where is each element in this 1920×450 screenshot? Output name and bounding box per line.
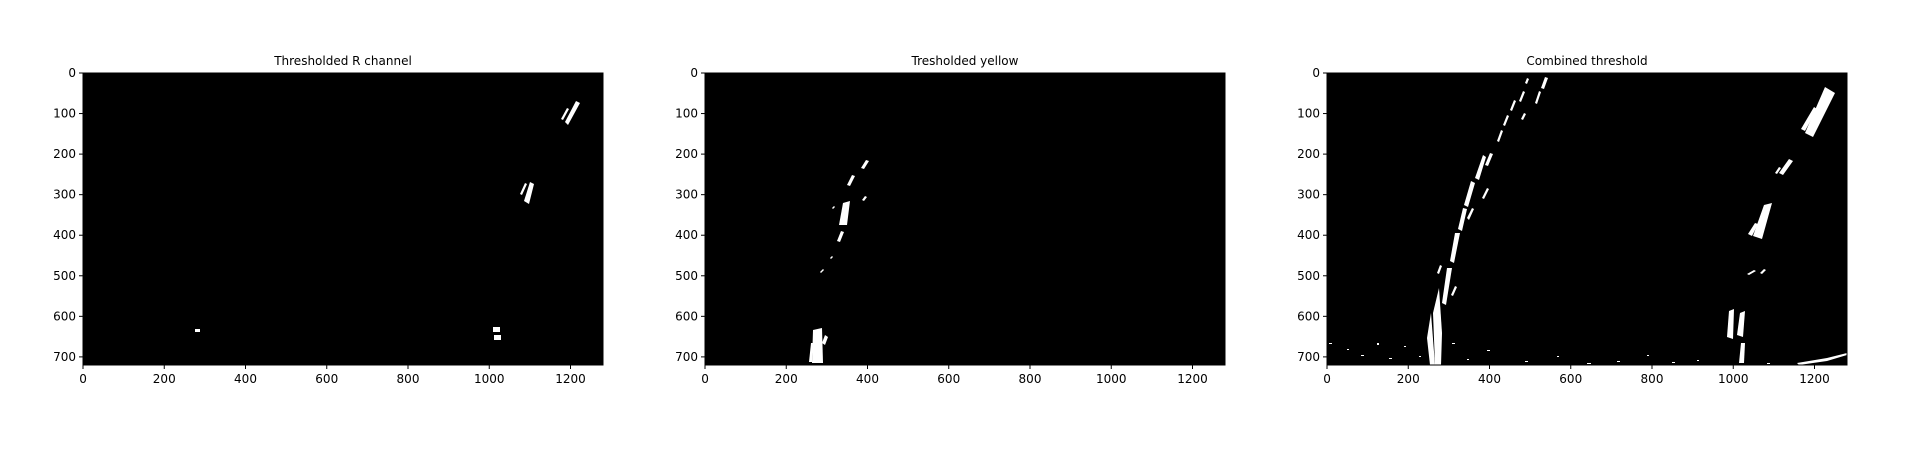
x-tick-label: 800 xyxy=(1019,372,1042,386)
mask-blob xyxy=(1767,363,1770,364)
y-tick-label: 100 xyxy=(675,107,698,121)
x-tick-label: 1200 xyxy=(555,372,586,386)
x-tick-label: 600 xyxy=(1559,372,1582,386)
panel-title: Thresholded R channel xyxy=(273,54,412,68)
x-tick-label: 0 xyxy=(701,372,709,386)
y-tick-label: 200 xyxy=(1297,147,1320,161)
y-tick-label: 600 xyxy=(53,309,76,323)
x-tick-label: 1200 xyxy=(1177,372,1208,386)
mask-blob xyxy=(1452,343,1455,344)
x-tick-label: 200 xyxy=(153,372,176,386)
y-tick-label: 100 xyxy=(1297,107,1320,121)
y-tick-label: 700 xyxy=(1297,350,1320,364)
mask-blob xyxy=(1419,356,1421,357)
mask-blob xyxy=(1647,355,1649,356)
y-tick-label: 200 xyxy=(675,147,698,161)
mask-blob xyxy=(1329,343,1332,344)
y-tick-label: 700 xyxy=(675,350,698,364)
mask-blob xyxy=(494,335,501,340)
mask-blob xyxy=(1525,361,1528,362)
y-tick-label: 400 xyxy=(675,228,698,242)
mask-blob xyxy=(1347,349,1349,350)
panel-title: Combined threshold xyxy=(1526,54,1647,68)
x-tick-label: 0 xyxy=(79,372,87,386)
x-tick-label: 800 xyxy=(397,372,420,386)
image-area xyxy=(705,73,1225,365)
y-tick-label: 300 xyxy=(53,188,76,202)
y-tick-label: 400 xyxy=(53,228,76,242)
x-tick-label: 400 xyxy=(234,372,257,386)
y-tick-label: 300 xyxy=(675,188,698,202)
x-tick-label: 800 xyxy=(1641,372,1664,386)
x-tick-label: 400 xyxy=(856,372,879,386)
mask-blob xyxy=(1404,346,1406,347)
mask-blob xyxy=(1361,355,1364,356)
x-tick-label: 600 xyxy=(937,372,960,386)
y-tick-label: 300 xyxy=(1297,188,1320,202)
x-tick-label: 1000 xyxy=(1096,372,1127,386)
mask-blob xyxy=(1617,361,1620,362)
y-tick-label: 700 xyxy=(53,350,76,364)
panel-combined: Combined threshold xyxy=(1297,54,1847,386)
x-tick-label: 1000 xyxy=(1718,372,1749,386)
y-tick-label: 0 xyxy=(68,66,76,80)
y-tick-label: 500 xyxy=(53,269,76,283)
x-tick-label: 200 xyxy=(1397,372,1420,386)
mask-blob xyxy=(195,329,200,332)
y-tick-label: 0 xyxy=(690,66,698,80)
mask-blob xyxy=(1389,358,1392,359)
image-area xyxy=(1327,73,1847,365)
mask-blob xyxy=(1487,350,1490,351)
mask-blob xyxy=(1557,356,1559,357)
y-tick-label: 400 xyxy=(1297,228,1320,242)
mask-blob xyxy=(1587,363,1591,364)
panel-r-channel: Thresholded R channel 0 200 400 600 800 1000 1… xyxy=(53,54,603,386)
mask-blob xyxy=(1672,362,1675,363)
x-tick-label: 1200 xyxy=(1799,372,1830,386)
y-tick-label: 600 xyxy=(675,309,698,323)
x-tick-label: 400 xyxy=(1478,372,1501,386)
mask-blob xyxy=(1467,359,1469,360)
y-tick-label: 100 xyxy=(53,107,76,121)
panel-title: Tresholded yellow xyxy=(911,54,1019,68)
y-tick-label: 200 xyxy=(53,147,76,161)
y-tick-label: 500 xyxy=(675,269,698,283)
x-tick-label: 0 xyxy=(1323,372,1331,386)
x-tick-label: 200 xyxy=(775,372,798,386)
x-tick-label: 1000 xyxy=(474,372,505,386)
panel-yellow: Tresholded yellow 0 200 400 600 800 1000 1200 … xyxy=(675,54,1225,386)
mask-blob xyxy=(812,328,823,363)
y-tick-label: 500 xyxy=(1297,269,1320,283)
image-area xyxy=(83,73,603,365)
x-tick-label: 600 xyxy=(315,372,338,386)
mask-blob xyxy=(493,327,500,332)
y-tick-label: 0 xyxy=(1312,66,1320,80)
y-tick-label: 600 xyxy=(1297,309,1320,323)
mask-blob xyxy=(1697,360,1699,361)
mask-blob xyxy=(1377,343,1379,345)
